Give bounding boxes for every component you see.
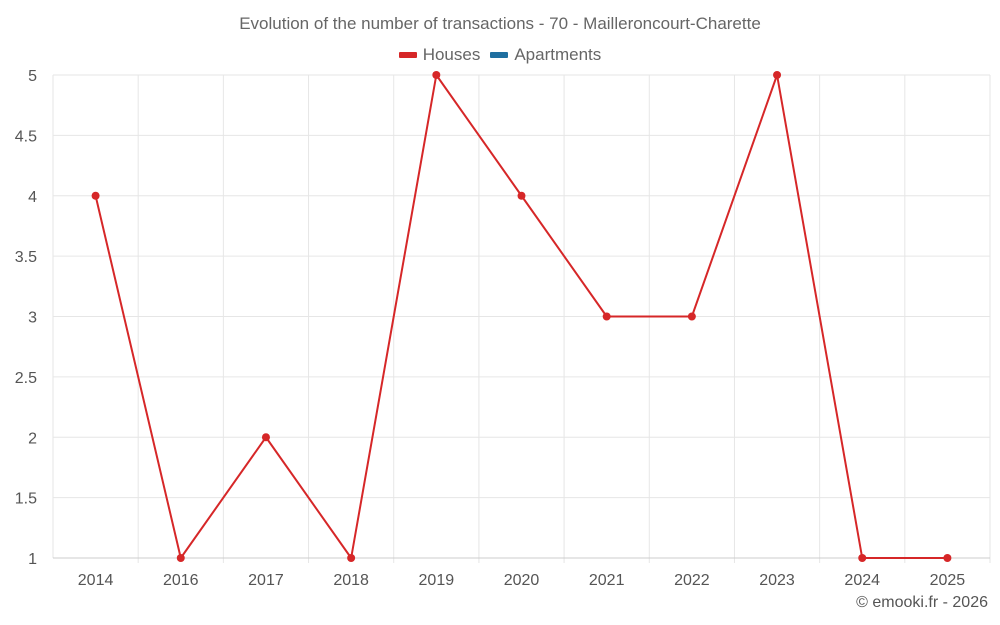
y-tick-label: 5 [28, 68, 37, 85]
x-tick-label: 2016 [163, 572, 199, 589]
x-tick-label: 2020 [504, 572, 540, 589]
x-tick-label: 2014 [78, 572, 114, 589]
y-tick-label: 2.5 [15, 370, 37, 387]
credit-text: © emooki.fr - 2026 [856, 594, 988, 611]
data-point-houses [602, 312, 611, 321]
data-point-houses [261, 433, 270, 442]
legend-label-houses: Houses [422, 45, 481, 64]
data-point-houses [943, 554, 952, 562]
x-tick-label: 2023 [759, 572, 795, 589]
data-point-houses [687, 312, 696, 321]
y-tick-label: 1.5 [15, 491, 37, 508]
legend-item-apartments[interactable]: Apartments [490, 45, 601, 65]
x-tick-label: 2017 [248, 572, 284, 589]
legend-label-apartments: Apartments [514, 45, 602, 64]
legend-swatch-apartments [490, 52, 509, 58]
y-tick-label: 4.5 [15, 128, 37, 145]
data-point-houses [858, 554, 867, 562]
x-tick-label: 2018 [333, 572, 369, 589]
x-tick-label: 2025 [930, 572, 966, 589]
legend-swatch-houses [398, 52, 417, 58]
data-point-houses [347, 554, 356, 562]
data-point-houses [91, 191, 100, 200]
data-point-houses [773, 71, 782, 79]
data-point-houses [176, 554, 185, 562]
x-tick-label: 2024 [844, 572, 880, 589]
y-tick-label: 1 [28, 551, 37, 568]
y-tick-label: 2 [28, 430, 37, 447]
x-tick-label: 2022 [674, 572, 710, 589]
y-tick-label: 3.5 [15, 249, 37, 266]
y-tick-label: 3 [28, 310, 37, 327]
x-tick-label: 2019 [419, 572, 455, 589]
chart-title: Evolution of the number of transactions … [239, 14, 761, 33]
legend: Houses Apartments [0, 45, 1000, 65]
data-point-houses [432, 71, 441, 79]
legend-item-houses[interactable]: Houses [398, 45, 481, 65]
data-point-houses [517, 191, 526, 200]
x-tick-label: 2021 [589, 572, 625, 589]
y-tick-label: 4 [28, 189, 37, 206]
